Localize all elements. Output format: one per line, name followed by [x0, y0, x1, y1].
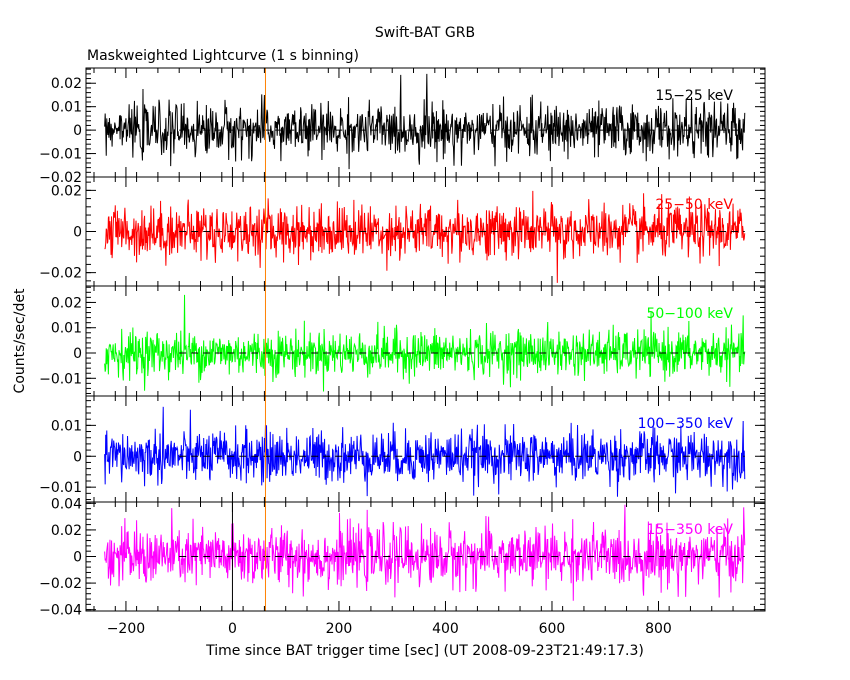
- panel-4: −0.01 0 0.01 100−350 keV: [39, 395, 766, 503]
- y-tick-label: −0.01: [39, 147, 82, 163]
- x-tick-label: 0: [228, 621, 237, 637]
- panel-1: −0.02 −0.01 0 0.01 0.02 15−25 keV: [39, 67, 766, 186]
- y-tick-label: −0.01: [39, 371, 82, 387]
- panel-group: −0.02 −0.01 0 0.01 0.02 15−25 keV −0.02 0 0.02 25…: [39, 67, 766, 637]
- y-tick-label: −0.02: [39, 170, 82, 186]
- y-tick-label: 0: [73, 123, 82, 139]
- chart-subtitle: Maskweighted Lightcurve (1 s binning): [87, 48, 359, 64]
- band-label: 25−50 keV: [655, 197, 733, 213]
- y-tick-label: 0.01: [51, 418, 82, 434]
- x-tick-label: 200: [326, 621, 353, 637]
- y-tick-label: 0.02: [51, 295, 82, 311]
- y-axis-label: Counts/sec/det: [12, 288, 28, 393]
- y-tick-label: −0.02: [39, 266, 82, 282]
- panel-frame: [85, 285, 766, 397]
- y-tick-label: 0: [73, 449, 82, 465]
- x-tick-label: 600: [539, 621, 566, 637]
- band-label: 15−25 keV: [655, 88, 733, 104]
- panel-3: −0.01 0 0.01 0.02 50−100 keV: [39, 285, 766, 397]
- y-tick-label: 0.01: [51, 100, 82, 116]
- lightcurve-series: [104, 406, 746, 497]
- y-tick-label: 0.02: [51, 183, 82, 199]
- panel-5: −0.04 −0.02 0 0.02 0.04 15−350 keV: [39, 496, 766, 619]
- x-axis-label: Time since BAT trigger time [sec] (UT 20…: [205, 643, 644, 659]
- x-tick-label: 400: [432, 621, 459, 637]
- y-tick-label: 0.02: [51, 76, 82, 92]
- x-tick-label: −200: [107, 621, 145, 637]
- y-tick-label: 0: [73, 346, 82, 362]
- y-tick-label: 0: [73, 550, 82, 566]
- band-label: 50−100 keV: [646, 306, 733, 322]
- y-tick-label: −0.01: [39, 480, 82, 496]
- y-tick-label: 0.01: [51, 321, 82, 337]
- x-tick-label: 800: [645, 621, 672, 637]
- band-label: 100−350 keV: [638, 416, 734, 432]
- lightcurve-series: [104, 294, 746, 392]
- lightcurve-series: [104, 190, 746, 283]
- lightcurve-series: [104, 504, 746, 601]
- y-tick-label: 0.02: [51, 523, 82, 539]
- y-tick-label: −0.04: [39, 603, 82, 619]
- y-tick-label: 0.04: [51, 496, 82, 512]
- lightcurve-series: [104, 73, 746, 170]
- band-label: 15−350 keV: [646, 522, 733, 538]
- panel-2: −0.02 0 0.02 25−50 keV: [39, 176, 766, 287]
- chart-title: Swift-BAT GRB: [375, 25, 475, 41]
- y-tick-label: 0: [73, 225, 82, 241]
- y-tick-label: −0.02: [39, 576, 82, 592]
